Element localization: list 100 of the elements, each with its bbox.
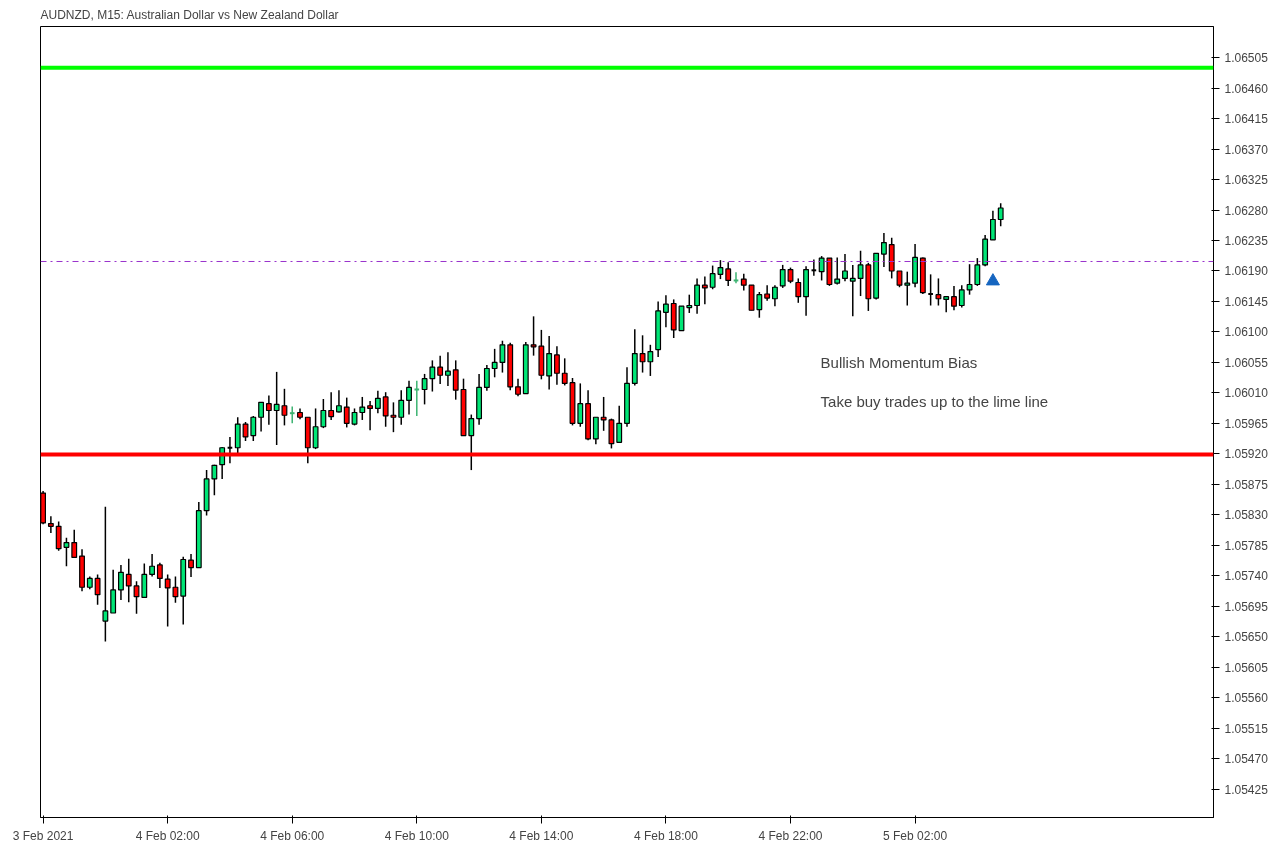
candlestick — [600, 396, 607, 432]
candlestick — [694, 277, 700, 315]
y-tick-label: 1.06235 — [1224, 234, 1269, 248]
x-tick-label: 4 Feb 18:00 — [633, 828, 699, 843]
candlestick — [452, 359, 459, 401]
candlestick — [374, 390, 381, 414]
y-tick-label: 1.05785 — [1224, 538, 1269, 553]
candlestick — [288, 405, 296, 425]
candlestick — [662, 294, 669, 328]
candlestick — [312, 407, 319, 450]
candlestick — [904, 270, 911, 307]
candlestick — [577, 382, 584, 428]
candlestick — [997, 202, 1004, 228]
candlestick — [429, 359, 436, 393]
candlestick — [483, 364, 490, 392]
x-tick-label: 4 Feb 22:00 — [758, 828, 823, 843]
candlestick — [491, 348, 498, 379]
y-tick-label: 1.05875 — [1224, 477, 1269, 492]
candlestick — [156, 562, 163, 589]
y-tick-label: 1.06145 — [1224, 294, 1269, 309]
candlestick — [406, 379, 412, 416]
candlestick — [149, 553, 156, 578]
y-tick-label: 1.05605 — [1224, 660, 1269, 675]
candlestick — [102, 505, 109, 643]
candlestick — [421, 373, 428, 406]
candlestick — [320, 398, 327, 429]
candlestick — [265, 394, 272, 426]
x-tick-label: 4 Feb 14:00 — [509, 828, 574, 843]
y-tick-label: 1.05560 — [1224, 691, 1269, 706]
y-tick-label: 1.06055 — [1224, 355, 1269, 370]
candlestick — [686, 293, 693, 314]
candlestick — [989, 209, 996, 241]
y-tick-label: 1.05425 — [1224, 782, 1269, 797]
candlestick — [951, 285, 957, 312]
candlestick — [47, 515, 54, 534]
annotation: Take buy trades up to the lime line — [820, 392, 1049, 410]
candlestick — [842, 253, 848, 282]
y-tick-label: 1.06370 — [1224, 142, 1269, 157]
x-tick-label: 3 Feb 2021 — [12, 828, 74, 843]
candlestick — [958, 284, 965, 309]
candlestick — [211, 463, 218, 496]
y-tick-label: 1.06415 — [1224, 112, 1269, 127]
candlestick — [125, 558, 132, 603]
x-tick-label: 4 Feb 02:00 — [135, 828, 201, 843]
y-tick-label: 1.05695 — [1224, 599, 1269, 614]
candlestick — [258, 401, 265, 433]
y-tick-label: 1.06280 — [1224, 203, 1269, 218]
y-tick-label: 1.06100 — [1224, 325, 1269, 340]
chart-title: AUDNZD, M15: Australian Dollar vs New Zealand Dollar — [40, 7, 339, 22]
candlestick — [110, 568, 117, 614]
y-tick-label: 1.05470 — [1224, 752, 1269, 767]
y-tick-label: 1.05515 — [1224, 721, 1269, 736]
candlestick — [608, 417, 615, 450]
candlestick — [592, 416, 599, 446]
y-tick-label: 1.05830 — [1224, 508, 1269, 523]
candlestick — [398, 389, 405, 426]
candlestick — [709, 264, 716, 291]
candlestick — [468, 413, 475, 471]
candlestick — [616, 405, 623, 444]
y-tick-label: 1.06010 — [1224, 386, 1269, 401]
candlestick — [118, 564, 124, 601]
candlestick — [561, 357, 568, 387]
candlestick — [437, 354, 444, 385]
candlestick — [725, 261, 732, 287]
candlestick — [943, 295, 950, 314]
candlestick — [94, 573, 101, 606]
candlestick — [771, 284, 778, 307]
candlestick — [413, 379, 421, 417]
candlestick — [234, 416, 241, 456]
y-tick-label: 1.05965 — [1224, 416, 1269, 431]
candlestick — [336, 389, 342, 414]
candlestick — [188, 553, 194, 578]
candlestick — [546, 335, 553, 391]
y-tick-label: 1.05740 — [1224, 569, 1269, 584]
candlestick — [554, 345, 560, 386]
candlestick — [880, 232, 887, 268]
candlestick — [499, 339, 506, 374]
candlestick — [834, 256, 841, 286]
x-tick-label: 5 Feb 02:00 — [883, 828, 948, 843]
candlestick — [328, 391, 335, 421]
candlestick — [367, 400, 374, 431]
candlestick — [71, 528, 78, 559]
y-tick-label: 1.05650 — [1224, 630, 1269, 645]
y-tick-label: 1.06460 — [1224, 81, 1269, 96]
y-tick-label: 1.06325 — [1224, 173, 1269, 188]
candlestick — [849, 264, 856, 318]
annotation: Bullish Momentum Bias — [820, 354, 978, 372]
candlestick — [343, 396, 350, 429]
candlestick — [445, 351, 451, 387]
x-tick-label: 4 Feb 06:00 — [260, 828, 325, 843]
x-tick-label: 4 Feb 10:00 — [384, 828, 450, 843]
candlestick — [935, 277, 942, 307]
candlestick — [717, 259, 724, 280]
candlestick — [701, 275, 708, 305]
y-tick-label: 1.06505 — [1224, 51, 1269, 66]
candlestick — [927, 273, 934, 307]
candlestick — [359, 396, 366, 421]
y-tick-label: 1.05920 — [1224, 447, 1269, 462]
y-tick-label: 1.06190 — [1224, 264, 1269, 279]
candlestick — [779, 264, 786, 289]
